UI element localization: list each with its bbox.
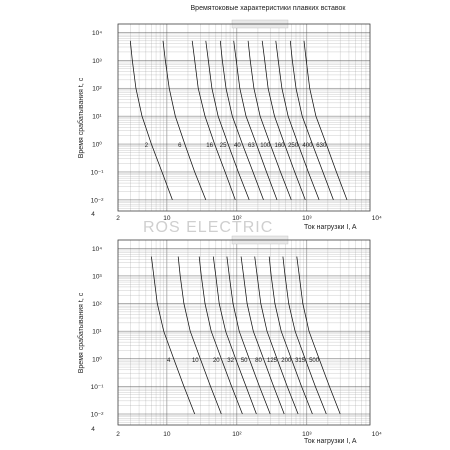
y-tick-label: 10⁰ (92, 355, 102, 363)
y-tick-label: 10⁻² (91, 412, 105, 419)
y-tick-label: 10³ (92, 58, 102, 65)
rating-label-10: 10 (192, 358, 199, 364)
fuse-curve-16 (191, 40, 236, 201)
chart-top: 2 6 16 25 40 63 100 160 250 400 630 2 10 10² 10³ 10⁴ 1… (77, 19, 382, 231)
rating-label-315: 315 (295, 358, 306, 364)
y-tick-label: 10² (92, 86, 102, 93)
fuse-curve-400 (289, 40, 334, 201)
x-tick-label: 10² (232, 431, 242, 438)
x-tick-label: 10 (163, 215, 171, 222)
rating-label-630: 630 (316, 143, 327, 149)
y-tick-label: 10⁻¹ (91, 170, 105, 177)
fuse-curve-10 (177, 256, 222, 415)
rating-label-50: 50 (241, 358, 248, 364)
fuse-curve-40 (219, 40, 264, 201)
fuse-curve-50 (226, 256, 271, 415)
x-tick-label: 2 (116, 431, 120, 438)
fuse-curve-20 (198, 256, 243, 415)
y-bottom-label-top: 4 (91, 211, 95, 218)
fuse-curve-125 (254, 256, 299, 415)
y-tick-label: 10⁰ (92, 141, 102, 149)
y-tick-label: 10⁻¹ (91, 384, 105, 391)
x-ticks-bottom: 2 10 10² 10³ 10⁴ (116, 431, 382, 438)
chart-bottom: 4 10 20 32 50 80 125 200 315 500 2 10 10² 10³ 10⁴ 10⁴… (77, 235, 382, 445)
rating-label-125: 125 (267, 358, 278, 364)
x-axis-label-bottom: Ток нагрузки I, A (304, 438, 357, 445)
x-ticks-top: 2 10 10² 10³ 10⁴ (116, 215, 382, 222)
y-ticks-top: 10⁴ 10³ 10² 10¹ 10⁰ 10⁻¹ 10⁻² (91, 30, 105, 204)
fuse-curve-200 (268, 256, 313, 415)
rating-label-40: 40 (234, 143, 241, 149)
fuse-curve-500 (296, 256, 341, 415)
rating-label-160: 160 (274, 143, 285, 149)
y-tick-label: 10⁴ (92, 246, 102, 253)
y-tick-label: 10³ (92, 273, 102, 280)
curves-bottom (151, 256, 341, 415)
x-tick-label: 10⁴ (372, 215, 382, 222)
x-tick-label: 10 (163, 431, 171, 438)
fuse-curve-25 (205, 40, 250, 201)
rating-label-200: 200 (281, 358, 292, 364)
x-axis-label-top: Ток нагрузки I, A (304, 224, 357, 231)
grid-bottom (117, 239, 371, 426)
ratings-bottom: 4 10 20 32 50 80 125 200 315 500 (167, 358, 320, 364)
fuse-curve-80 (240, 256, 285, 415)
fuse-curve-4 (151, 256, 196, 415)
rating-label-100: 100 (260, 143, 271, 149)
fuse-curve-160 (261, 40, 306, 201)
rating-label-400: 400 (302, 143, 313, 149)
rating-label-2: 2 (145, 143, 149, 149)
page-title: Времятоковые характеристики плавких вста… (191, 5, 347, 12)
y-tick-label: 10¹ (92, 329, 102, 336)
fuse-curve-32 (212, 256, 257, 415)
fuse-curve-6 (162, 40, 207, 201)
rating-label-80: 80 (255, 358, 262, 364)
plot-frame-top (117, 23, 371, 212)
fuse-curve-315 (282, 256, 327, 415)
x-tick-label: 2 (116, 215, 120, 222)
x-tick-label: 10³ (302, 431, 312, 438)
curves-top (129, 40, 348, 201)
rating-label-250: 250 (288, 143, 299, 149)
x-tick-label: 10⁴ (372, 431, 382, 438)
rating-label-6: 6 (178, 143, 182, 149)
fuse-curve-630 (303, 40, 348, 201)
y-tick-label: 10⁻² (91, 197, 105, 204)
rating-label-4: 4 (167, 358, 171, 364)
rating-label-16: 16 (206, 143, 213, 149)
x-tick-label: 10³ (302, 215, 312, 222)
rating-label-32: 32 (227, 358, 234, 364)
fuse-curve-100 (247, 40, 292, 201)
y-tick-label: 10² (92, 301, 102, 308)
y-axis-label-top: Время срабатывания t, c (77, 77, 85, 158)
rating-label-20: 20 (213, 358, 220, 364)
rating-label-63: 63 (248, 143, 255, 149)
x-tick-label: 10² (232, 215, 242, 222)
plot-frame-bottom (117, 239, 371, 426)
y-tick-label: 10⁴ (92, 30, 102, 37)
y-tick-label: 10¹ (92, 114, 102, 121)
fuse-curve-2 (129, 40, 173, 201)
ratings-top: 2 6 16 25 40 63 100 160 250 400 630 (145, 143, 327, 149)
watermark: ROS ELECTRIC (143, 219, 273, 236)
fuse-curve-250 (275, 40, 320, 201)
grid-top (117, 23, 371, 212)
y-bottom-label-bottom: 4 (91, 426, 95, 433)
y-ticks-bottom: 10⁴ 10³ 10² 10¹ 10⁰ 10⁻¹ 10⁻² (91, 246, 105, 419)
rating-label-25: 25 (220, 143, 227, 149)
rating-label-500: 500 (309, 358, 320, 364)
fuse-curve-63 (233, 40, 278, 201)
y-axis-label-bottom: Время срабатывания t, c (77, 292, 85, 373)
